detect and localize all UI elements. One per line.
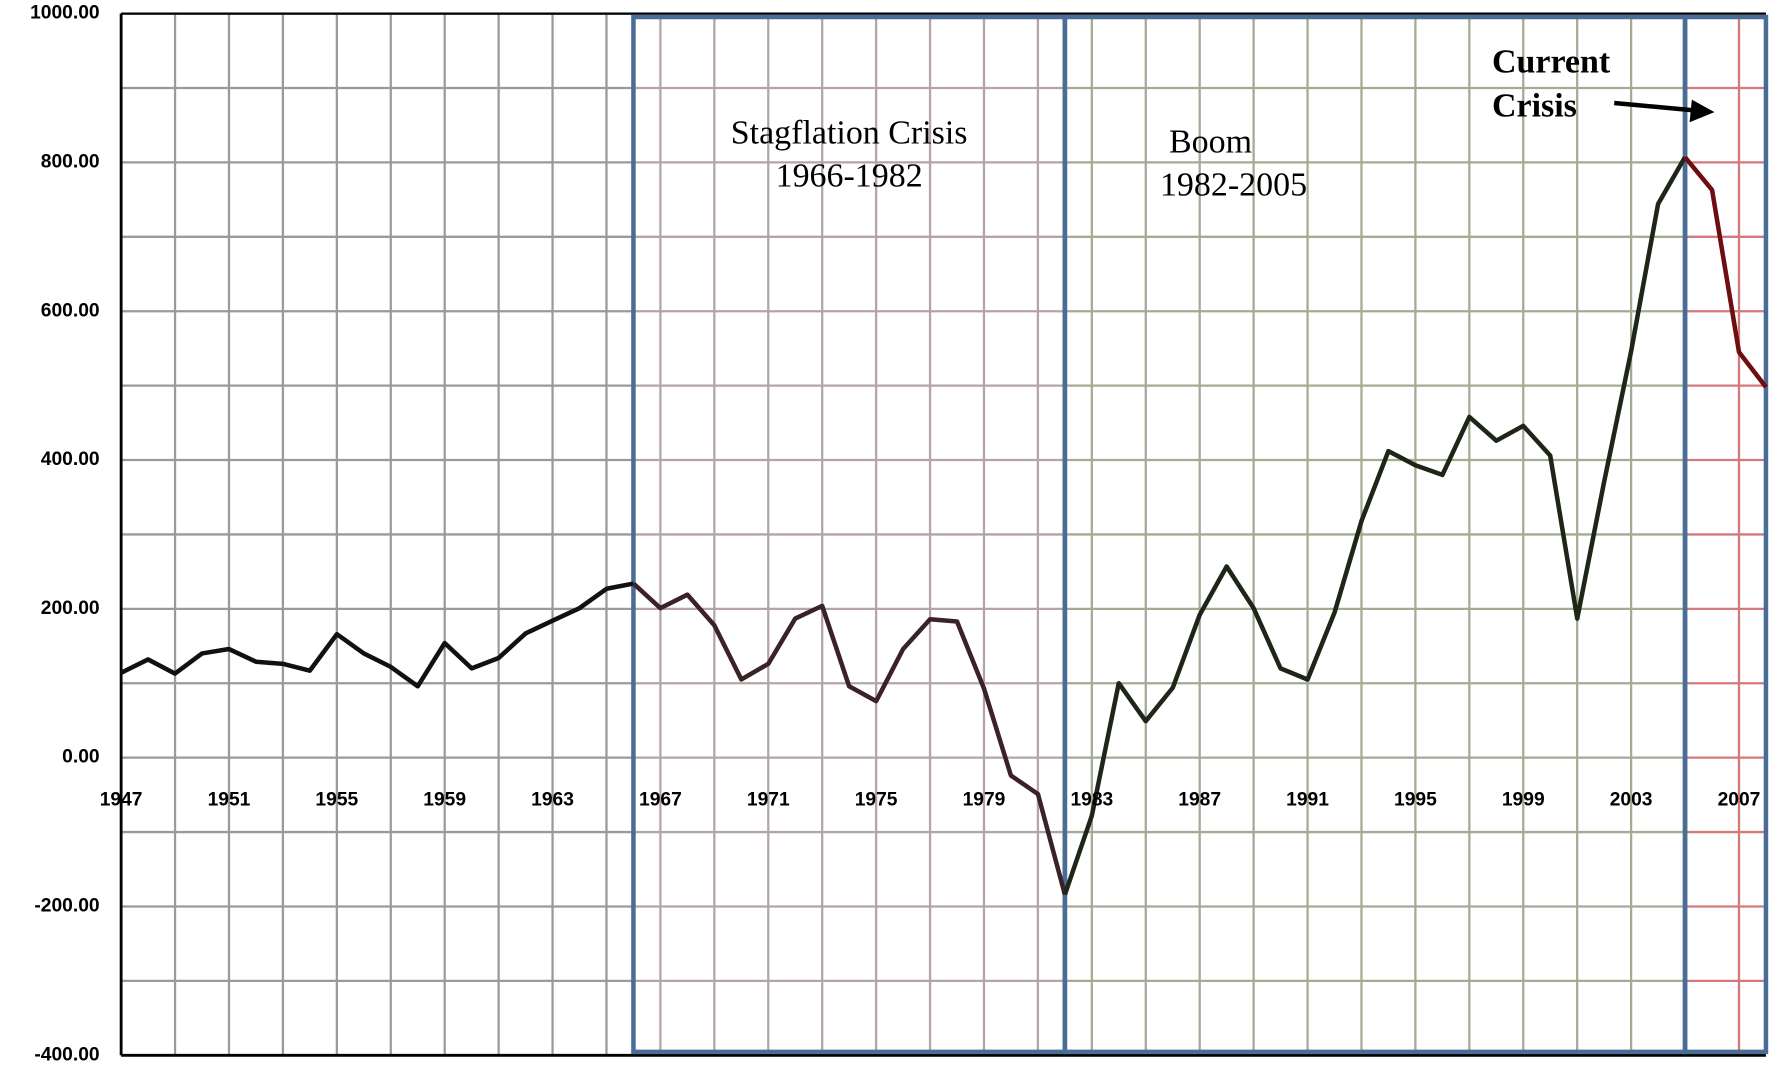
y-tick-label: 600.00	[41, 300, 100, 321]
region-box	[1682, 14, 1769, 1055]
x-tick-label: 1987	[1178, 790, 1221, 811]
x-tick-label: 1951	[208, 790, 251, 811]
y-tick-label: 800.00	[41, 151, 100, 172]
x-tick-label: 1963	[531, 790, 574, 811]
arrow-head	[1689, 99, 1715, 123]
y-tick-label: 0.00	[62, 747, 99, 768]
y-tick-label: -400.00	[34, 1044, 99, 1065]
y-tick-label: 1000.00	[30, 3, 100, 24]
x-tick-label: 1979	[963, 790, 1006, 811]
region-label: 1966-1982	[776, 158, 923, 195]
x-tick-label: 1959	[423, 790, 466, 811]
region-label: 1982-2005	[1160, 167, 1307, 204]
region-label: Stagflation Crisis	[731, 115, 968, 152]
x-tick-label: 1971	[747, 790, 790, 811]
line-series	[120, 581, 634, 689]
regions	[631, 14, 1769, 1055]
region-label: Crisis	[1492, 87, 1577, 124]
region-label: Boom	[1169, 124, 1252, 161]
x-tick-label: 1995	[1394, 790, 1437, 811]
x-tick-label: 1955	[315, 790, 358, 811]
line-series	[1683, 155, 1768, 389]
arrow-shaft	[1614, 100, 1702, 114]
lines	[120, 155, 1768, 896]
x-tick-label: 2003	[1610, 790, 1653, 811]
x-tick-label: 1983	[1070, 790, 1113, 811]
x-tick-label: 2007	[1718, 790, 1761, 811]
x-tick-label: 1975	[855, 790, 898, 811]
line-series	[631, 581, 1068, 896]
x-tick-label: 1991	[1286, 790, 1329, 811]
line-series	[1062, 156, 1687, 896]
region-label: Current	[1492, 43, 1611, 80]
x-tick-label: 1999	[1502, 790, 1545, 811]
y-tick-label: -200.00	[34, 896, 99, 917]
y-tick-label: 400.00	[41, 449, 100, 470]
labels: Stagflation Crisis 1966-1982 Boom 1982-2005…	[30, 3, 1760, 1066]
x-tick-label: 1947	[100, 790, 143, 811]
grid	[119, 12, 1766, 1057]
y-tick-label: 200.00	[41, 598, 100, 619]
x-tick-label: 1967	[639, 790, 682, 811]
